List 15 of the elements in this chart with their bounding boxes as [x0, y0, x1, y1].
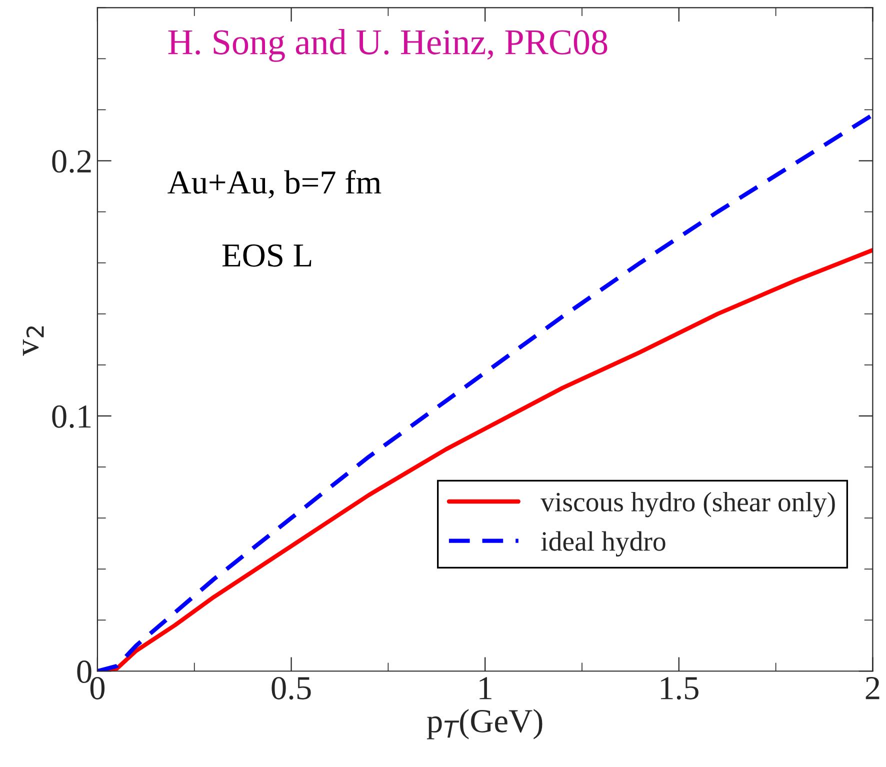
x-tick-label: 1.5: [660, 677, 698, 700]
y-tick-label: 0.1: [52, 405, 91, 428]
annotation: H. Song and U. Heinz, PRC08: [168, 29, 608, 62]
annotation: EOS L: [222, 244, 312, 267]
x-tick-label: 2: [866, 677, 880, 700]
y-tick-label: 0.2: [52, 150, 91, 173]
y-axis-title: v$_{2}$: [22, 326, 44, 356]
x-tick-label: 1: [480, 677, 492, 700]
annotation: Au+Au, b=7 fm: [168, 170, 382, 199]
legend-label: ideal hydro: [541, 531, 666, 557]
x-axis-title: p$_{T}$(GeV): [426, 708, 542, 740]
x-tick-label: 0.5: [272, 676, 311, 700]
legend-label: viscous hydro (shear only): [540, 492, 835, 518]
x-tick-label: 0: [90, 676, 105, 700]
y-tick-label: 0: [77, 660, 92, 684]
